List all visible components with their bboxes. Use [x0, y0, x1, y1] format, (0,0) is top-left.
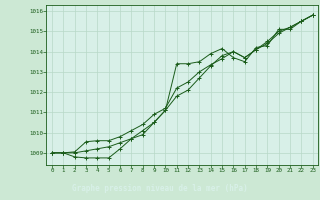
Text: Graphe pression niveau de la mer (hPa): Graphe pression niveau de la mer (hPa) — [72, 184, 248, 193]
